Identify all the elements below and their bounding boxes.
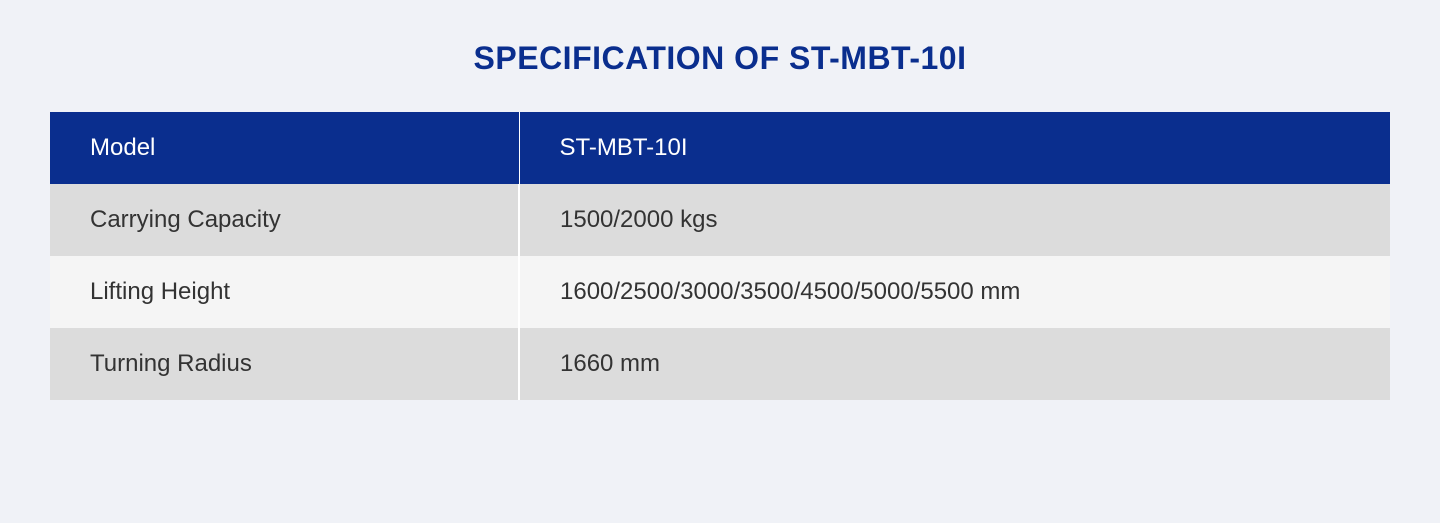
row-label-cell: Lifting Height (50, 256, 519, 328)
row-value-cell: 1660 mm (519, 328, 1390, 400)
specification-table: Model ST-MBT-10I Carrying Capacity 1500/… (50, 112, 1390, 400)
table-row: Carrying Capacity 1500/2000 kgs (50, 184, 1390, 256)
page-title: SPECIFICATION OF ST-MBT-10I (50, 40, 1390, 77)
row-label-cell: Turning Radius (50, 328, 519, 400)
header-label-cell: Model (50, 112, 519, 184)
table-row: Turning Radius 1660 mm (50, 328, 1390, 400)
row-label-cell: Carrying Capacity (50, 184, 519, 256)
row-value-cell: 1600/2500/3000/3500/4500/5000/5500 mm (519, 256, 1390, 328)
table-header-row: Model ST-MBT-10I (50, 112, 1390, 184)
table-row: Lifting Height 1600/2500/3000/3500/4500/… (50, 256, 1390, 328)
row-value-cell: 1500/2000 kgs (519, 184, 1390, 256)
header-value-cell: ST-MBT-10I (519, 112, 1390, 184)
